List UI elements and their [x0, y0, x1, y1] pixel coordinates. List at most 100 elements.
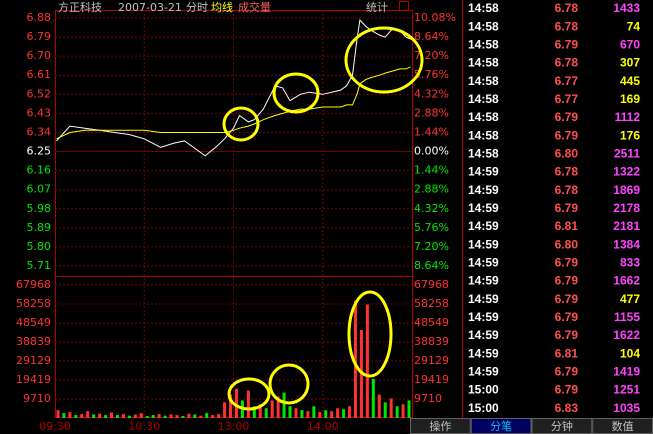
- trade-price: 6.83: [555, 401, 579, 415]
- volume-bar: [145, 416, 149, 418]
- y2-tick-label: 1.44%: [414, 125, 449, 138]
- x-tick-label: 09:30: [39, 420, 71, 433]
- volume-bar: [139, 413, 143, 418]
- volume-bar: [318, 412, 322, 418]
- stats-button[interactable]: 统计: [366, 1, 388, 14]
- volume-bar: [121, 414, 125, 418]
- volume-bar: [330, 411, 334, 418]
- volume-bar: [389, 398, 393, 418]
- volume-bar: [264, 408, 268, 418]
- volume-bar: [336, 408, 340, 418]
- volume-bar: [187, 413, 191, 418]
- trade-volume: 104: [620, 346, 640, 360]
- trade-time: 14:59: [468, 165, 499, 179]
- trade-price: 6.81: [555, 219, 579, 233]
- tab-label[interactable]: 分笔: [490, 419, 512, 433]
- trade-volume: 477: [620, 292, 640, 306]
- volume-bar: [205, 413, 209, 418]
- volume-bar: [217, 414, 221, 418]
- y2-tick-label: 58258: [414, 297, 449, 310]
- date: 2007-03-21: [118, 1, 182, 14]
- trade-price: 6.79: [555, 256, 579, 270]
- tab-label[interactable]: 操作: [429, 419, 451, 433]
- volume-bar: [175, 415, 179, 418]
- volume-bar: [383, 402, 387, 418]
- volume-bar: [86, 411, 90, 418]
- trade-volume: 2511: [614, 147, 640, 161]
- volume-bar: [157, 414, 161, 418]
- y2-tick-label: 19419: [414, 373, 449, 386]
- trade-volume: 1035: [613, 401, 640, 415]
- y-tick-label: 5.80: [27, 240, 52, 253]
- y-tick-label: 67968: [16, 278, 51, 291]
- trade-volume: 169: [620, 92, 640, 106]
- volume-bar: [80, 414, 84, 418]
- volume-bar: [348, 406, 352, 418]
- volume-bar: [300, 410, 304, 418]
- plot-layer: 6.88 6.79 6.70 6.61 6.52 6.43 6.34 6.25 6.16 6.07…: [16, 10, 456, 433]
- y2-tick-label: 5.76%: [414, 221, 449, 234]
- y-tick-label: 5.98: [27, 202, 52, 215]
- legend-volume: 成交量: [238, 0, 271, 14]
- volume-bar: [68, 412, 72, 418]
- legend-average: 均线: [211, 0, 233, 14]
- trade-time: 14:59: [468, 219, 499, 233]
- y-tick-label: 6.61: [27, 68, 52, 81]
- highlight-circles: [222, 26, 424, 411]
- highlight: [347, 290, 393, 378]
- trade-price: 6.79: [555, 292, 579, 306]
- trade-time: 14:59: [468, 256, 499, 270]
- y-tick-label: 38839: [16, 335, 51, 348]
- price-line: [56, 66, 411, 140]
- trade-time: 14:59: [468, 292, 499, 306]
- y-tick-label: 29129: [16, 354, 51, 367]
- volume-bar: [276, 396, 280, 418]
- volume-bar: [199, 415, 203, 418]
- y-tick-label: 5.71: [27, 259, 52, 272]
- y-tick-label: 6.79: [27, 30, 52, 43]
- volume-bar: [133, 414, 137, 418]
- trade-time: 15:00: [468, 401, 499, 415]
- y2-tick-label: 2.88%: [414, 183, 449, 196]
- y-tick-label: 48549: [16, 316, 51, 329]
- y2-tick-label: 2.88%: [414, 106, 449, 119]
- highlight: [268, 363, 310, 405]
- trade-price: 6.77: [555, 92, 579, 106]
- trade-time: 14:59: [468, 274, 499, 288]
- trade-price: 6.81: [555, 346, 579, 360]
- trade-volume: 1251: [613, 383, 640, 397]
- y-tick-label: 6.25: [27, 145, 52, 158]
- tab-label[interactable]: 数值: [612, 420, 634, 433]
- y2-tick-label: 0.00%: [414, 145, 449, 158]
- volume-bar: [395, 406, 399, 418]
- volume-bar: [223, 402, 227, 418]
- y2-tick-label: 8.64%: [414, 259, 449, 272]
- trade-price: 6.78: [555, 56, 579, 70]
- trade-price: 6.80: [555, 147, 579, 161]
- volume-bar: [252, 406, 256, 418]
- volume-bar: [234, 388, 238, 418]
- highlight: [227, 377, 271, 411]
- trade-volume: 307: [620, 56, 640, 70]
- trade-price: 6.80: [555, 237, 579, 251]
- y2-tick-label: 8.64%: [414, 30, 449, 43]
- volume-bar: [211, 415, 215, 418]
- panel-toggle[interactable]: [399, 1, 409, 11]
- trade-price: 6.78: [555, 165, 579, 179]
- y-tick-label: 6.88: [27, 11, 52, 24]
- tab-label[interactable]: 分钟: [551, 419, 573, 433]
- volume-bar: [229, 394, 233, 418]
- volume-bar: [342, 409, 346, 418]
- volume-bar: [371, 378, 375, 418]
- trade-price: 6.79: [555, 328, 579, 342]
- y-tick-label: 6.52: [27, 87, 52, 100]
- volume-bar: [312, 406, 316, 418]
- trade-time: 14:59: [468, 346, 499, 360]
- trade-volume: 1112: [615, 110, 641, 124]
- trade-price: 6.79: [555, 110, 579, 124]
- trade-time: 14:58: [468, 110, 499, 124]
- trade-volume: 1384: [613, 237, 640, 251]
- trade-price: 6.78: [555, 19, 579, 33]
- y2-tick-label: 4.32%: [414, 87, 449, 100]
